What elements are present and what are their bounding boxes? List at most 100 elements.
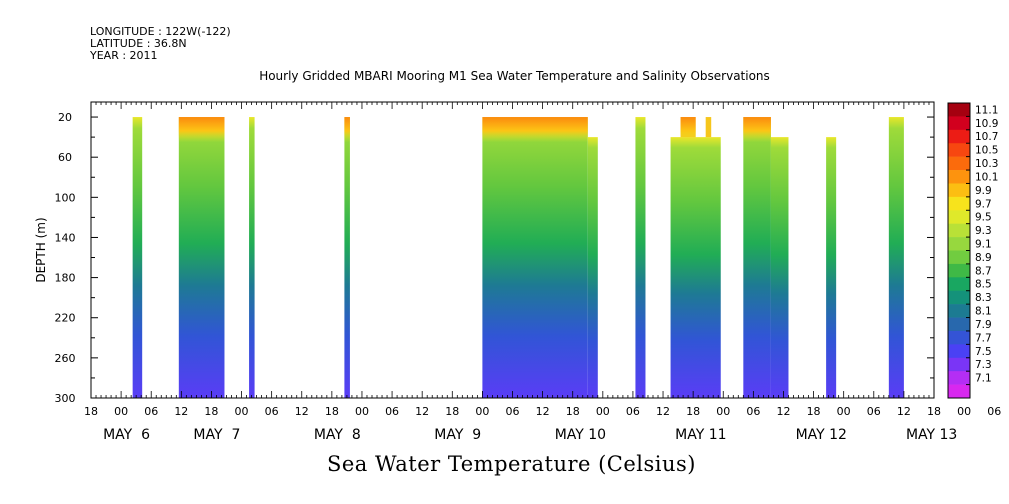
colorbar-swatch bbox=[948, 371, 970, 385]
colorbar-swatch bbox=[948, 344, 970, 359]
colorbar-label: 10.3 bbox=[975, 158, 998, 170]
colorbar-swatch bbox=[948, 103, 970, 117]
colorbar-swatch bbox=[948, 304, 970, 318]
colorbar-label: 9.7 bbox=[975, 198, 992, 210]
x-day-label: MAY 12 bbox=[796, 427, 847, 443]
colorbar-swatch bbox=[948, 290, 970, 305]
variable-title: Sea Water Temperature (Celsius) bbox=[326, 452, 696, 476]
x-tick-label: 00 bbox=[355, 405, 369, 418]
colorbar-label: 7.3 bbox=[975, 359, 992, 371]
y-tick-label: 140 bbox=[55, 231, 76, 244]
x-tick-label: 06 bbox=[626, 405, 640, 418]
x-tick-label: 06 bbox=[506, 405, 520, 418]
temperature-column bbox=[178, 117, 225, 399]
x-day-label: MAY 13 bbox=[906, 427, 957, 443]
colorbar-swatch bbox=[948, 129, 970, 144]
colorbar-label: 8.3 bbox=[975, 292, 992, 304]
x-tick-label: 12 bbox=[295, 405, 309, 418]
warm-surface-layer bbox=[680, 117, 696, 143]
colorbar-swatch bbox=[948, 116, 970, 131]
x-tick-label: 06 bbox=[746, 405, 760, 418]
x-tick-label: 00 bbox=[596, 405, 610, 418]
colorbar-swatch bbox=[948, 223, 970, 238]
colorbar-swatch bbox=[948, 250, 970, 265]
colorbar-label: 8.7 bbox=[975, 265, 992, 277]
colorbar-label: 7.1 bbox=[975, 373, 992, 385]
x-tick-label: 12 bbox=[174, 405, 188, 418]
colorbar-label: 7.5 bbox=[975, 346, 992, 358]
temperature-column bbox=[249, 117, 255, 399]
colorbar-swatch bbox=[948, 277, 970, 292]
x-tick-label: 12 bbox=[536, 405, 550, 418]
warm-surface-layer bbox=[743, 117, 771, 143]
x-day-label: MAY 7 bbox=[193, 427, 240, 443]
y-tick-label: 300 bbox=[55, 392, 76, 405]
colorbar-label: 8.9 bbox=[975, 252, 992, 264]
x-tick-label: 18 bbox=[686, 405, 700, 418]
temperature-column bbox=[635, 117, 646, 399]
latitude-label: LATITUDE : 36.8N bbox=[90, 37, 187, 50]
x-tick-label: 12 bbox=[656, 405, 670, 418]
year-label: YEAR : 2011 bbox=[90, 49, 158, 62]
data-segments bbox=[132, 117, 904, 399]
x-tick-label: 06 bbox=[385, 405, 399, 418]
colorbar-label: 7.7 bbox=[975, 332, 992, 344]
colorbar-label: 9.9 bbox=[975, 185, 992, 197]
x-tick-label: 12 bbox=[415, 405, 429, 418]
y-tick-label: 60 bbox=[58, 151, 72, 164]
temperature-column bbox=[132, 117, 143, 399]
y-tick-label: 20 bbox=[58, 111, 72, 124]
warm-surface-layer bbox=[344, 117, 350, 143]
colorbar: 11.110.910.710.510.310.19.99.79.59.39.18… bbox=[947, 102, 998, 399]
x-tick-label: 12 bbox=[897, 405, 911, 418]
x-day-label: MAY 6 bbox=[103, 427, 150, 443]
x-tick-label: 18 bbox=[84, 405, 98, 418]
x-day-label: MAY 9 bbox=[434, 427, 481, 443]
y-axis-label: DEPTH (m) bbox=[34, 217, 48, 282]
temperature-column bbox=[344, 117, 350, 399]
colorbar-swatch bbox=[948, 317, 970, 332]
colorbar-swatch bbox=[948, 183, 970, 198]
colorbar-swatch bbox=[948, 384, 970, 399]
x-day-label: MAY 8 bbox=[314, 427, 361, 443]
y-tick-label: 260 bbox=[55, 352, 76, 365]
colorbar-swatch bbox=[948, 156, 970, 171]
x-day-label: MAY 10 bbox=[555, 427, 606, 443]
x-tick-label: 12 bbox=[776, 405, 790, 418]
x-tick-label: 00 bbox=[957, 405, 971, 418]
temperature-column bbox=[743, 117, 771, 399]
longitude-label: LONGITUDE : 122W(-122) bbox=[90, 25, 231, 38]
y-tick-label: 180 bbox=[55, 272, 76, 285]
colorbar-label: 10.5 bbox=[975, 145, 998, 157]
x-tick-label: 00 bbox=[235, 405, 249, 418]
colorbar-label: 10.1 bbox=[975, 171, 998, 183]
colorbar-swatch bbox=[948, 357, 970, 372]
x-tick-label: 18 bbox=[325, 405, 339, 418]
x-tick-label: 18 bbox=[807, 405, 821, 418]
colorbar-label: 8.5 bbox=[975, 279, 992, 291]
y-tick-label: 220 bbox=[55, 312, 76, 325]
y-tick-label: 100 bbox=[55, 191, 76, 204]
temperature-column bbox=[770, 137, 789, 398]
colorbar-label: 10.9 bbox=[975, 118, 998, 130]
x-tick-label: 00 bbox=[114, 405, 128, 418]
x-tick-label: 06 bbox=[987, 405, 1001, 418]
colorbar-label: 9.3 bbox=[975, 225, 992, 237]
x-tick-label: 00 bbox=[475, 405, 489, 418]
colorbar-label: 9.5 bbox=[975, 212, 992, 224]
x-day-label: MAY 11 bbox=[675, 427, 726, 443]
x-tick-label: 06 bbox=[867, 405, 881, 418]
colorbar-swatch bbox=[948, 196, 970, 211]
colorbar-swatch bbox=[948, 170, 970, 184]
x-tick-label: 18 bbox=[204, 405, 218, 418]
colorbar-swatch bbox=[948, 330, 970, 345]
colorbar-swatch bbox=[948, 263, 970, 278]
x-tick-label: 18 bbox=[445, 405, 459, 418]
x-tick-label: 00 bbox=[837, 405, 851, 418]
x-tick-label: 06 bbox=[265, 405, 279, 418]
colorbar-label: 11.1 bbox=[975, 104, 998, 116]
axes-group: 20 60 100 140 180 220 260 300 DEPTH (m) 18 00 06 12 1… bbox=[34, 101, 1001, 443]
colorbar-label: 10.7 bbox=[975, 131, 998, 143]
colorbar-swatch bbox=[948, 237, 970, 251]
